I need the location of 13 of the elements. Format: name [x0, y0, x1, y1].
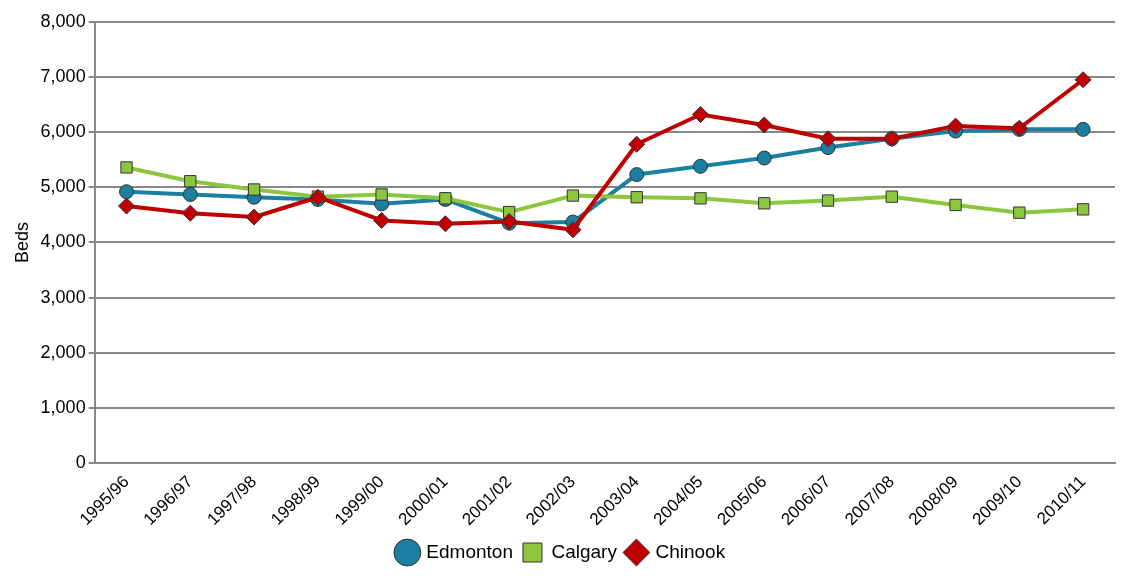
y-tick-label: 1,000 [40, 396, 86, 417]
y-tick-label: 4,000 [40, 231, 86, 252]
legend-label: Calgary [551, 540, 618, 562]
legend-label: Edmonton [426, 540, 513, 562]
legend-label: Chinook [655, 540, 726, 562]
y-tick-label: 5,000 [40, 176, 86, 197]
y-tick-label: 2,000 [40, 341, 86, 362]
y-tick-label: 0 [75, 452, 86, 473]
y-tick-label: 7,000 [40, 65, 86, 86]
y-tick-label: 3,000 [40, 286, 86, 307]
y-axis-title: Beds [11, 221, 32, 263]
y-tick-label: 8,000 [40, 10, 86, 31]
y-tick-label: 6,000 [40, 121, 86, 142]
